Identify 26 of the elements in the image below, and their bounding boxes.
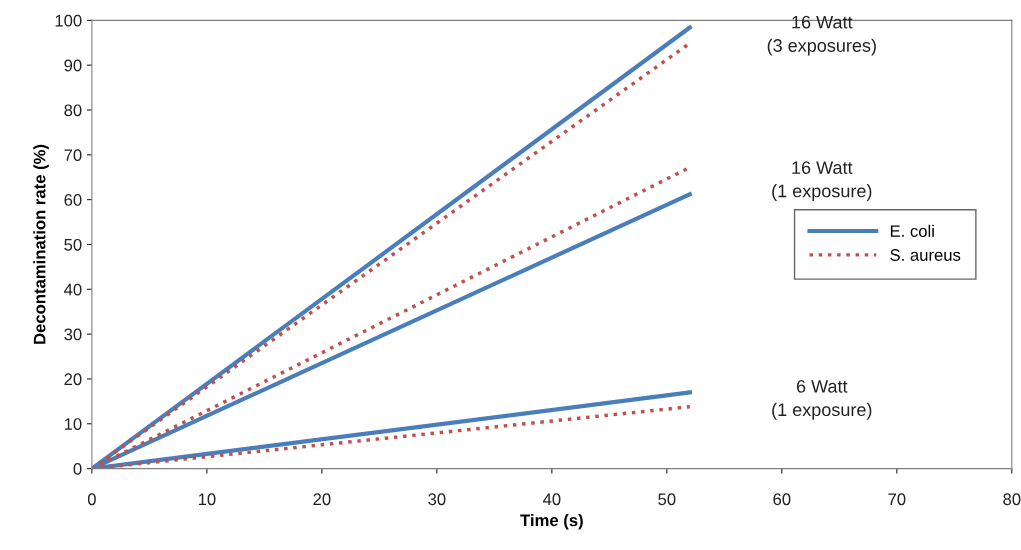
y-tick-label: 0 [73,463,82,475]
y-tick-label: 80 [64,104,82,117]
x-tick-label: 40 [542,493,561,506]
x-tick-label: 20 [313,493,331,506]
x-tick-label: 60 [773,493,791,506]
y-tick-label: 90 [64,59,82,72]
y-tick-label: 60 [64,194,82,206]
y-tick-label: 30 [64,328,82,341]
x-tick-label: 50 [658,493,676,506]
y-tick-label: 20 [64,373,82,386]
y-tick-label: 70 [64,149,82,162]
annotation: 6 Watt (1 exposure) [772,379,872,420]
x-tick-label: 0 [87,493,96,506]
legend-label: E. coli [890,224,934,238]
x-axis-title: Time (s) [520,514,583,530]
y-tick-label: 40 [64,283,82,296]
x-tick-label: 80 [1003,493,1021,506]
y-tick-label: 10 [64,418,82,430]
y-tick-label: 100 [55,14,82,27]
y-axis-title: Decontamination rate (%) [33,144,49,344]
annotation: 16 Watt (1 exposure) [772,161,872,201]
y-tick-label: 50 [64,238,82,251]
x-tick-label: 10 [198,493,216,506]
x-tick-label: 70 [888,493,906,506]
legend-label: S. aureus [890,249,961,261]
x-tick-label: 30 [428,493,446,506]
